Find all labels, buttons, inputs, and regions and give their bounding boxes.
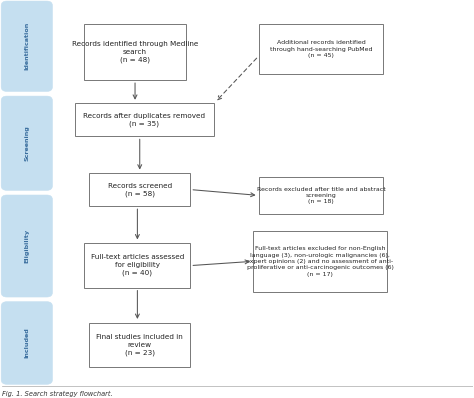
FancyBboxPatch shape bbox=[89, 173, 191, 206]
FancyBboxPatch shape bbox=[1, 302, 53, 384]
FancyBboxPatch shape bbox=[1, 96, 53, 190]
Text: Final studies included in
review
(n = 23): Final studies included in review (n = 23… bbox=[96, 334, 183, 356]
Text: Records excluded after title and abstract
screening
(n = 18): Records excluded after title and abstrac… bbox=[256, 187, 385, 205]
FancyBboxPatch shape bbox=[258, 24, 383, 74]
Text: Records identified through Medline
search
(n = 48): Records identified through Medline searc… bbox=[72, 41, 198, 63]
FancyBboxPatch shape bbox=[253, 232, 387, 292]
FancyBboxPatch shape bbox=[1, 1, 53, 92]
FancyBboxPatch shape bbox=[84, 243, 191, 288]
FancyBboxPatch shape bbox=[89, 323, 191, 367]
Text: Full-text articles assessed
for eligibility
(n = 40): Full-text articles assessed for eligibil… bbox=[91, 254, 184, 276]
Text: Records screened
(n = 58): Records screened (n = 58) bbox=[108, 183, 172, 197]
Text: Included: Included bbox=[24, 328, 29, 358]
Text: Screening: Screening bbox=[24, 125, 29, 161]
Text: Eligibility: Eligibility bbox=[24, 229, 29, 263]
Text: Records after duplicates removed
(n = 35): Records after duplicates removed (n = 35… bbox=[83, 113, 206, 127]
FancyBboxPatch shape bbox=[84, 24, 186, 80]
FancyBboxPatch shape bbox=[1, 195, 53, 297]
Text: Additional records identified
through hand-searching PubMed
(n = 45): Additional records identified through ha… bbox=[270, 40, 372, 58]
Text: Full-text articles excluded for non-English
language (3), non-urologic malignanc: Full-text articles excluded for non-Engl… bbox=[246, 246, 393, 277]
Text: Fig. 1. Search strategy flowchart.: Fig. 1. Search strategy flowchart. bbox=[2, 390, 113, 397]
FancyBboxPatch shape bbox=[75, 103, 214, 137]
FancyBboxPatch shape bbox=[258, 177, 383, 214]
Text: Identification: Identification bbox=[24, 22, 29, 70]
